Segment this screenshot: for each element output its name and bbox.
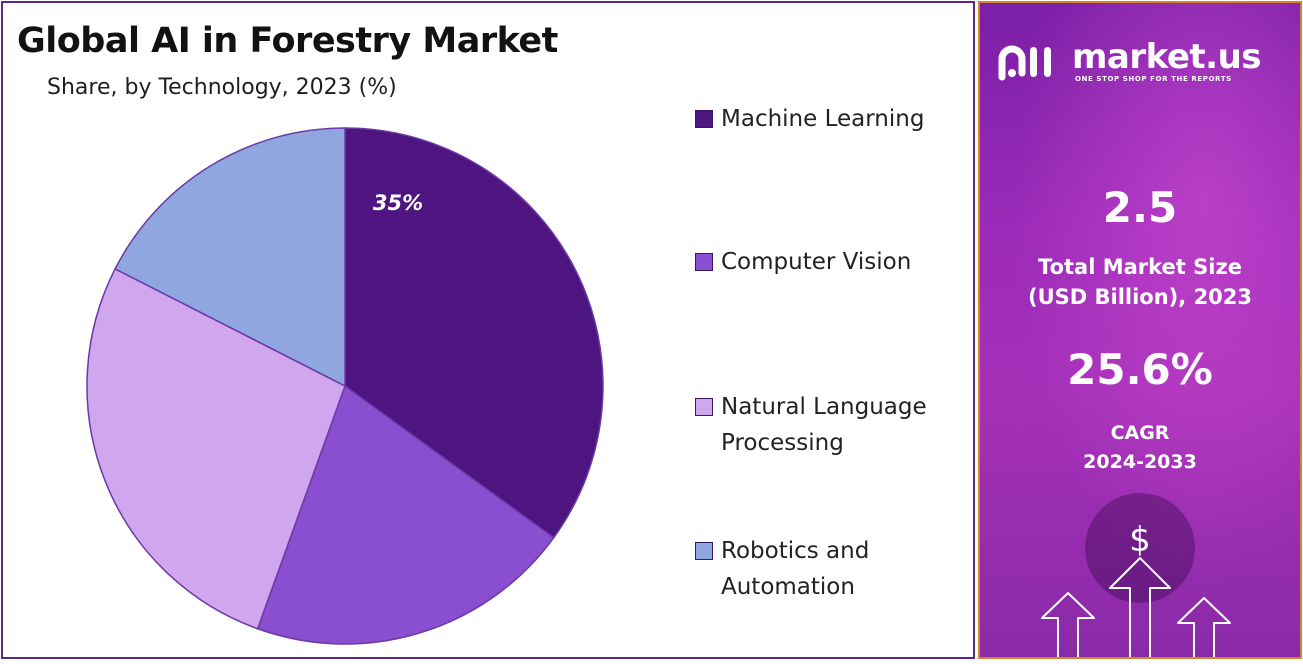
- market-size-label-line1: Total Market Size: [1038, 255, 1242, 279]
- brand-tagline: ONE STOP SHOP FOR THE REPORTS: [1075, 75, 1232, 83]
- legend-label: Robotics and Automation: [721, 538, 870, 600]
- legend-swatch: [695, 110, 713, 128]
- pie-slice: [114, 127, 346, 388]
- brand-logo: market.us ONE STOP SHOP FOR THE REPORTS: [998, 37, 1288, 93]
- chart-panel: Global AI in Forestry Market Share, by T…: [1, 1, 975, 659]
- legend-item: Robotics and Automation: [695, 533, 901, 605]
- market-size-value: 2.5: [1102, 183, 1178, 232]
- pie-slice: [344, 127, 604, 539]
- legend-label: Natural Language Processing: [721, 394, 927, 456]
- legend-item: Machine Learning: [695, 101, 961, 137]
- brand-name: market.us: [1072, 37, 1262, 77]
- legend-swatch: [695, 542, 713, 560]
- svg-text:$: $: [1129, 520, 1151, 560]
- legend-label: Machine Learning: [721, 106, 925, 132]
- legend-item: Computer Vision: [695, 244, 961, 280]
- dollar-growth-arrows-icon: $: [1041, 493, 1231, 657]
- cagr-label: CAGR: [1110, 422, 1170, 444]
- pie-slice: [86, 267, 346, 630]
- chart-title: Global AI in Forestry Market: [17, 21, 558, 61]
- market-size-label-line2: (USD Billion), 2023: [1027, 285, 1253, 309]
- market-us-logo-icon: [998, 45, 1051, 81]
- legend-swatch: [695, 398, 713, 416]
- data-label: 35%: [373, 191, 423, 215]
- pie-slice: [256, 384, 555, 645]
- legend-item: Natural Language Processing: [695, 389, 951, 461]
- legend-swatch: [695, 253, 713, 271]
- cagr-value: 25.6%: [1067, 345, 1213, 394]
- pie-chart: 35%: [86, 127, 604, 645]
- cagr-years: 2024-2033: [1083, 451, 1197, 473]
- chart-subtitle: Share, by Technology, 2023 (%): [47, 75, 397, 100]
- legend: Machine Learning Computer Vision Natural…: [695, 101, 965, 621]
- summary-panel: market.us ONE STOP SHOP FOR THE REPORTS …: [978, 1, 1302, 659]
- legend-label: Computer Vision: [721, 249, 912, 275]
